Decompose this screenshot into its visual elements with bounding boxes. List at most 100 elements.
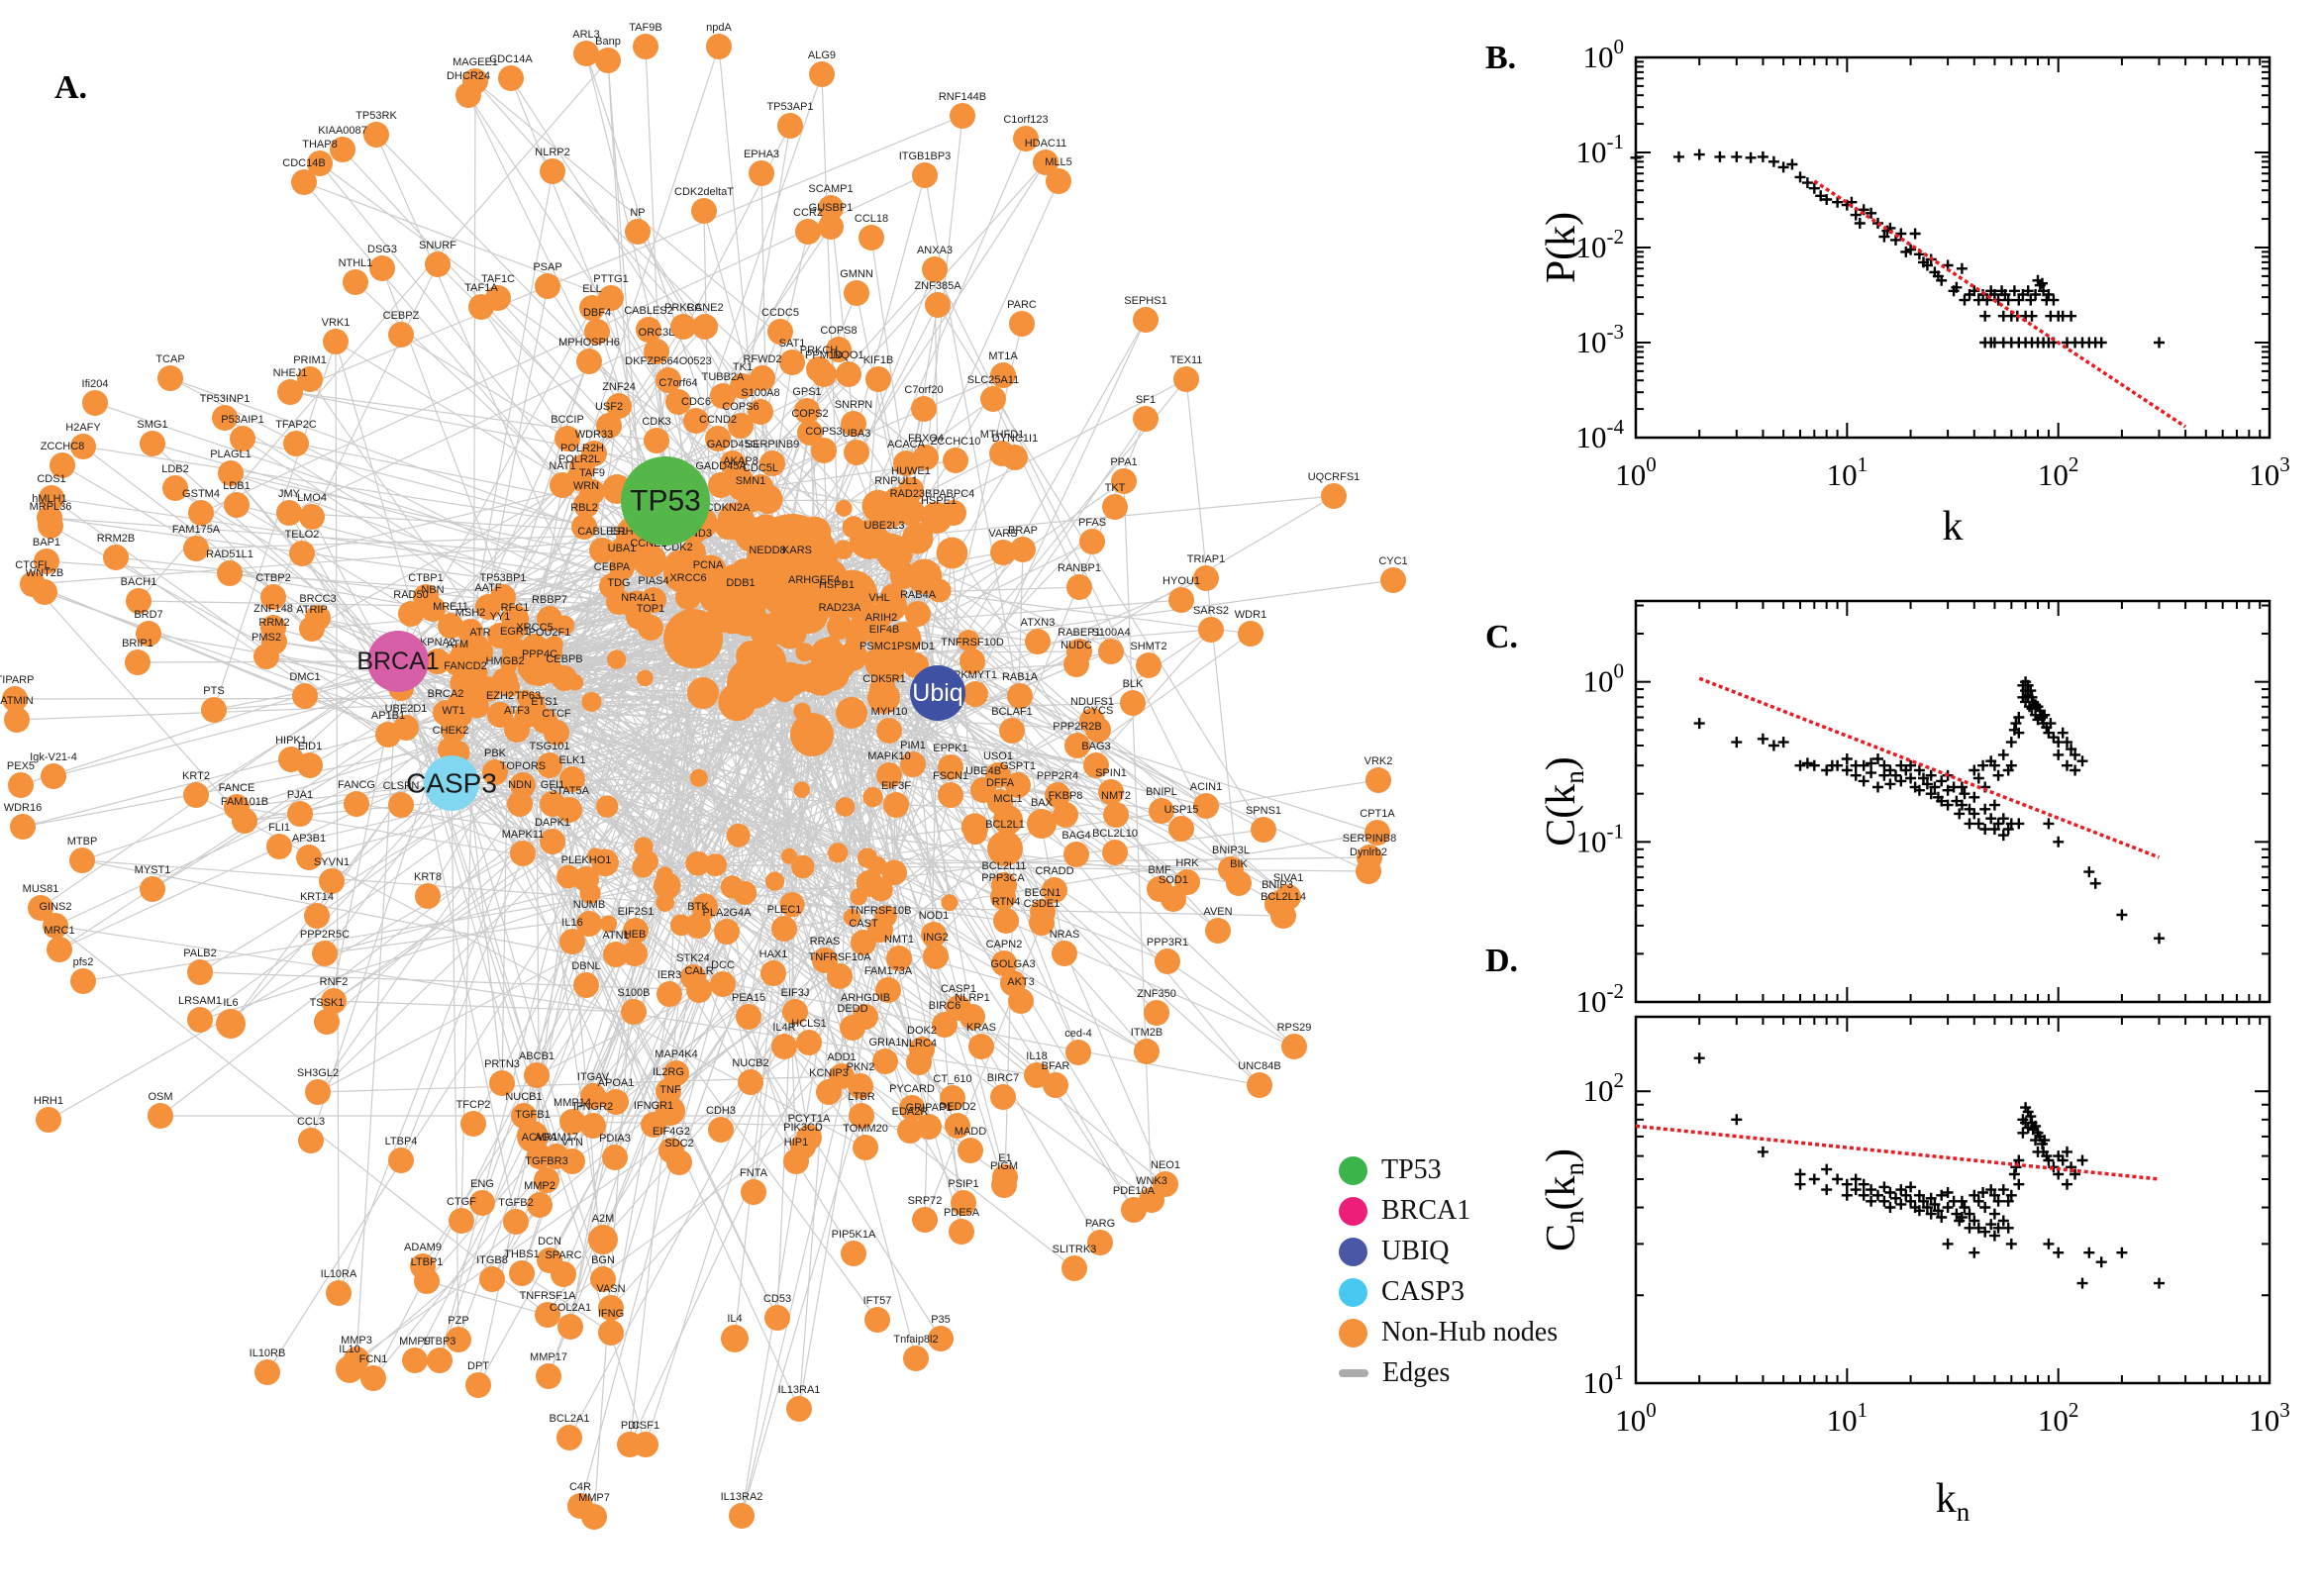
- network-node-label: EIF3F: [881, 780, 911, 792]
- network-node: [559, 929, 585, 954]
- network-node: [39, 485, 64, 511]
- network-node-label: RNF2: [320, 976, 349, 988]
- network-node: [864, 1307, 890, 1333]
- network-node-label: Igk-V21-4: [30, 751, 77, 763]
- network-node-label: RBL2: [570, 502, 598, 514]
- network-node-label: SLC25A11: [967, 374, 1019, 386]
- network-node: [767, 319, 793, 345]
- network-node-label: RANBP1: [1058, 562, 1101, 574]
- network-node-label: PJA1: [287, 789, 313, 801]
- network-node: [871, 685, 897, 711]
- network-node-label: MMP17: [530, 1351, 567, 1363]
- network-node-label: HEB: [624, 929, 647, 941]
- network-node: [903, 1346, 929, 1371]
- network-node: [289, 541, 315, 566]
- network-node: [1085, 717, 1111, 743]
- network-node-label: RFC1: [501, 602, 530, 614]
- network-node-label: EIF4B: [869, 624, 900, 636]
- network-node-label: TGFB2: [498, 1197, 533, 1209]
- network-node: [736, 640, 767, 672]
- network-node: [596, 795, 619, 818]
- network-node-label: RTN4: [992, 896, 1021, 908]
- network-node: [388, 322, 414, 348]
- network-node-label: RABEP1: [1058, 627, 1100, 639]
- network-node: [1098, 639, 1124, 664]
- network-node: [912, 1207, 938, 1233]
- network-node-label: PSAP: [533, 261, 561, 273]
- network-node-label: ced-4: [1064, 1028, 1092, 1040]
- network-node: [297, 752, 323, 778]
- network-node: [925, 292, 951, 318]
- network-node: [893, 450, 919, 476]
- network-node: [537, 752, 562, 778]
- network-node: [625, 219, 651, 245]
- network-node-label: C4R: [569, 1481, 591, 1493]
- network-node: [797, 420, 823, 446]
- panel-c-plot: 10-2 10-1 100 C(kn): [1545, 599, 2272, 1015]
- network-node-label: BCLAF1: [991, 706, 1033, 718]
- network-node-label: CPT1A: [1360, 808, 1395, 820]
- network-node-label: ATF3: [504, 705, 530, 717]
- network-node-label: TSG101: [530, 741, 570, 752]
- network-node: [1007, 683, 1033, 709]
- network-node-label: CTBP2: [255, 572, 290, 584]
- network-node: [841, 411, 866, 437]
- network-node: [779, 349, 805, 375]
- network-node: [1281, 1034, 1307, 1059]
- network-node: [479, 1266, 505, 1292]
- network-node: [438, 737, 463, 762]
- network-node: [990, 1084, 1016, 1110]
- network-node: [1193, 793, 1219, 819]
- network-node: [782, 999, 808, 1025]
- network-node-label: UBA1: [608, 543, 637, 554]
- network-node-label: NMT2: [1101, 790, 1131, 802]
- network-node-label: CCND2: [699, 414, 737, 426]
- network-node-label: KRT2: [182, 770, 210, 782]
- network-node-label: CD53: [763, 1293, 791, 1305]
- network-node: [28, 895, 53, 921]
- network-node-label: ARL3: [572, 29, 600, 41]
- network-node-label: GRIA1: [868, 1037, 901, 1048]
- network-node: [793, 781, 811, 798]
- network-node: [780, 848, 798, 864]
- network-node-label: MADD: [955, 1126, 986, 1138]
- network-node-label: A2M: [592, 1213, 615, 1225]
- network-node: [425, 648, 451, 674]
- network-node: [636, 549, 661, 575]
- hub-label-tp53: TP53: [630, 485, 701, 518]
- network-node-label: TEX11: [1170, 354, 1203, 366]
- network-node: [834, 540, 854, 559]
- network-node: [897, 1118, 923, 1144]
- axis-tick-label: 100: [1615, 1398, 1657, 1438]
- network-node: [938, 754, 963, 780]
- network-node-label: WRN: [573, 480, 599, 492]
- network-node-label: C1orf123: [1003, 114, 1048, 126]
- network-node: [1066, 574, 1092, 600]
- network-node: [47, 937, 72, 962]
- network-node: [201, 697, 227, 723]
- network-node: [140, 431, 165, 456]
- legend-dot-icon: [1339, 1237, 1367, 1266]
- network-legend: TP53 BRCA1 UBIQ CASP3 Non-Hub nodes Edges: [1339, 1154, 1558, 1389]
- network-node: [940, 1085, 965, 1111]
- network-node: [319, 868, 345, 894]
- network-node-label: COPS2: [791, 408, 828, 420]
- network-node: [656, 981, 682, 1007]
- network-node: [730, 373, 756, 399]
- network-node-label: RRAS: [810, 936, 841, 948]
- network-node: [853, 1004, 878, 1030]
- network-node-label: DMC1: [289, 671, 320, 683]
- network-node-label: BTK: [687, 901, 709, 913]
- network-node-label: MCL1: [993, 793, 1022, 805]
- network-node-label: CSF1: [632, 1420, 659, 1432]
- network-node-label: ZCCHC10: [931, 436, 981, 448]
- legend-label: Non-Hub nodes: [1381, 1317, 1559, 1347]
- network-node: [806, 356, 832, 382]
- network-node-label: BRIP1: [122, 638, 153, 649]
- network-node-label: MAP4K4: [655, 1048, 697, 1060]
- network-node-label: ZNF148: [253, 603, 293, 615]
- network-node: [845, 632, 864, 650]
- network-node-label: PDE5A: [944, 1207, 980, 1219]
- x-axis-title: k: [1943, 504, 1964, 549]
- network-node-label: JMY: [278, 488, 301, 500]
